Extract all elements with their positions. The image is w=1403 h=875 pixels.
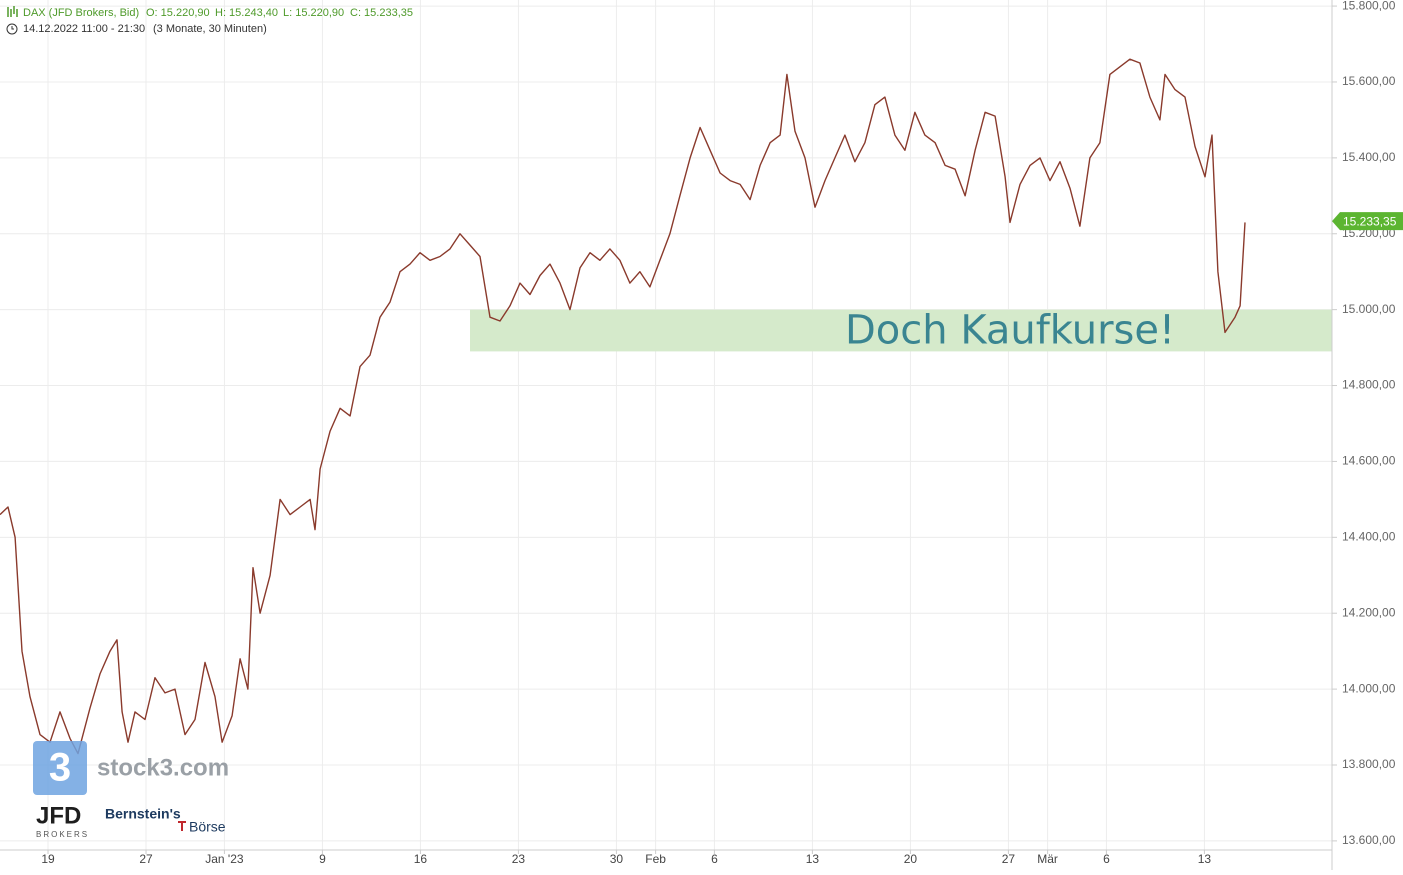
- jfd-logo: JFD: [36, 802, 81, 829]
- x-tick-label: 13: [806, 852, 820, 866]
- y-tick-label: 15.800,00: [1342, 0, 1396, 12]
- period: 14.12.2022 11:00 - 21:30: [23, 23, 145, 35]
- ohlc: H: 15.243,40: [215, 7, 278, 19]
- grid: [0, 0, 1332, 850]
- boerse-logo: Börse: [189, 819, 226, 835]
- x-tick-label: 27: [1002, 852, 1016, 866]
- chart-icon: [7, 6, 18, 17]
- y-tick-label: 13.800,00: [1342, 757, 1396, 771]
- y-tick-label: 14.000,00: [1342, 681, 1396, 695]
- bernstein-mark: [178, 821, 186, 831]
- last-price-marker: [1332, 212, 1403, 231]
- plot: Doch Kaufkurse!: [0, 58, 1333, 755]
- x-tick-label: 27: [139, 852, 153, 866]
- x-tick-label: Mär: [1037, 852, 1058, 866]
- jfd-sub: BROKERS: [36, 830, 89, 839]
- last-price-label: 15.233,35: [1343, 214, 1397, 228]
- stock3-icon-text: 3: [49, 746, 71, 790]
- header: DAX (JFD Brokers, Bid) O: 15.220,90 H: 1…: [6, 6, 413, 35]
- y-tick-label: 15.400,00: [1342, 150, 1396, 164]
- x-tick-label: 23: [512, 852, 526, 866]
- x-tick-label: 30: [610, 852, 624, 866]
- y-tick-label: 14.400,00: [1342, 529, 1396, 543]
- x-tick-label: 9: [319, 852, 326, 866]
- x-tick-label: Feb: [645, 852, 666, 866]
- x-tick-label: 6: [711, 852, 718, 866]
- clock-icon: [6, 23, 18, 35]
- logos: 3 stock3.com JFD BROKERS Bernstein's Bör…: [33, 741, 229, 839]
- x-tick-label: 6: [1103, 852, 1110, 866]
- support-zone: [470, 309, 1333, 352]
- ohlc: O: 15.220,90: [146, 7, 210, 19]
- x-tick-label: Jan '23: [205, 852, 244, 866]
- instrument: DAX (JFD Brokers, Bid): [23, 7, 139, 19]
- x-tick-label: 20: [904, 852, 918, 866]
- ohlc: C: 15.233,35: [350, 7, 413, 19]
- x-tick-label: 13: [1198, 852, 1212, 866]
- stock3-icon: [33, 741, 87, 795]
- bernstein-logo: Bernstein's: [105, 806, 181, 822]
- y-tick-label: 14.200,00: [1342, 605, 1396, 619]
- y-tick-label: 15.000,00: [1342, 302, 1396, 316]
- ohlc: L: 15.220,90: [283, 7, 344, 19]
- clock-icon: [11, 26, 14, 30]
- range: (3 Monate, 30 Minuten): [153, 23, 267, 35]
- y-tick-label: 14.600,00: [1342, 454, 1396, 468]
- y-tick-label: 14.800,00: [1342, 378, 1396, 392]
- stock3-logo: stock3.com: [97, 754, 229, 781]
- x-tick-label: 19: [41, 852, 55, 866]
- y-tick-label: 13.600,00: [1342, 833, 1396, 847]
- x-tick-label: 16: [414, 852, 428, 866]
- y-tick-label: 15.600,00: [1342, 74, 1396, 88]
- annotation: Doch Kaufkurse!: [845, 308, 1175, 354]
- price-line: [0, 58, 1246, 755]
